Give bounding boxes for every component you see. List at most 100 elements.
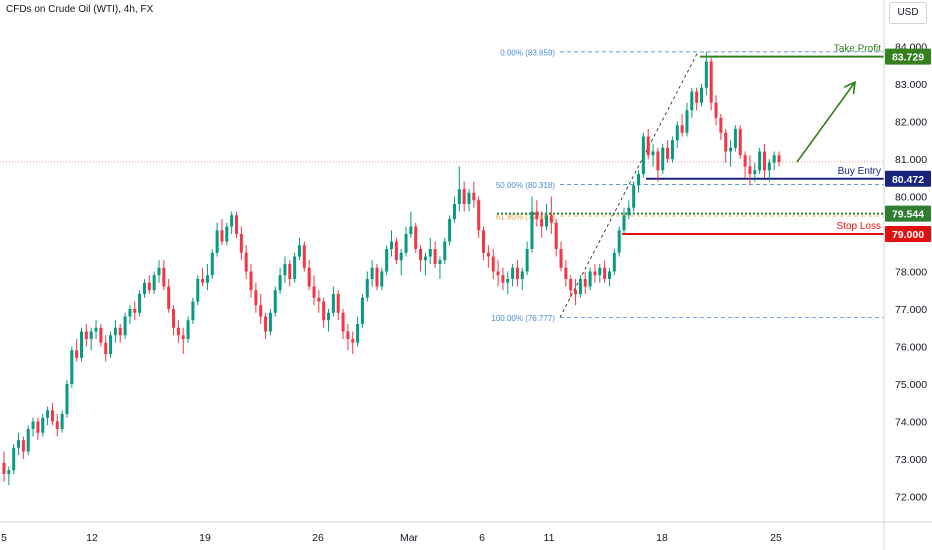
candle-body	[617, 230, 621, 253]
candle-body	[414, 226, 418, 249]
candle	[666, 140, 670, 163]
take_profit-price-tag[interactable]: 83.729	[885, 48, 931, 65]
candle-body	[588, 271, 592, 287]
candle	[607, 267, 611, 287]
candle	[632, 181, 636, 212]
candle	[748, 155, 752, 186]
candle	[138, 290, 142, 317]
candle	[414, 222, 418, 253]
candle	[118, 324, 122, 343]
buy_entry-price-tag[interactable]: 80.472	[885, 170, 931, 187]
candle-body	[302, 245, 306, 268]
candle-body	[389, 241, 394, 249]
candle-body	[520, 271, 524, 279]
candle	[128, 305, 132, 324]
candle-body	[370, 267, 374, 279]
candle-body	[670, 140, 674, 159]
candle-body	[249, 271, 253, 291]
candle	[50, 402, 54, 426]
candle-body	[225, 226, 229, 242]
candle	[254, 282, 258, 313]
candle-body	[2, 462, 6, 474]
fibonacci-retracement[interactable]: 0.00% (83.859) 50.00% (80.318) 61.80% (79.…	[491, 48, 884, 323]
price-tick-label: 72.000	[895, 492, 927, 504]
candle-body	[331, 294, 335, 313]
candle	[385, 245, 389, 276]
candle-body	[496, 271, 500, 276]
chart-title: CFDs on Crude Oil (WTI), 4h, FX	[6, 4, 154, 15]
candle-body	[220, 230, 224, 242]
candle-body	[336, 294, 340, 313]
time-axis[interactable]: 5 12 19 26 Mar 6 11 18 25	[0, 521, 932, 544]
candle-body	[147, 282, 151, 291]
candle-body	[162, 267, 166, 287]
stop_loss-level[interactable]: Stop Loss	[622, 221, 884, 235]
candle	[622, 207, 626, 234]
currency-selector[interactable]: USD	[889, 2, 927, 24]
candle-body	[699, 87, 704, 103]
candle	[520, 267, 524, 291]
candle	[544, 204, 549, 231]
candle-body	[297, 245, 301, 257]
candle	[157, 260, 161, 283]
fib_618-price-tag[interactable]: 79.544	[885, 205, 931, 222]
candle-body	[41, 417, 45, 433]
candle	[457, 166, 461, 212]
candle-body	[157, 267, 161, 276]
candle-body	[21, 440, 25, 452]
time-tick-label: 19	[199, 532, 211, 544]
candle	[360, 294, 364, 328]
candle-body	[12, 447, 16, 471]
candle-body	[210, 252, 214, 276]
candle	[506, 271, 510, 294]
candle	[142, 279, 146, 298]
candle	[70, 346, 74, 388]
fib-level-label: 61.80% (79.481)	[496, 212, 555, 221]
candle-body	[457, 189, 461, 204]
candle	[554, 219, 558, 257]
buy_entry-level[interactable]: Buy Entry	[646, 166, 884, 180]
candle-body	[428, 249, 432, 257]
candle-body	[288, 264, 292, 279]
candle-body	[738, 129, 742, 156]
candle-body	[172, 309, 176, 328]
candle-body	[365, 279, 369, 298]
candle-body	[680, 125, 684, 133]
candle	[578, 275, 582, 298]
candle-body	[593, 271, 597, 276]
candle-body	[646, 136, 650, 156]
price-axis[interactable]: 84.00083.00082.00081.00080.00079.00078.0…	[883, 0, 931, 550]
time-tick-label: 25	[770, 532, 782, 544]
time-tick-label: 11	[544, 532, 555, 544]
candle-body	[234, 215, 239, 234]
candle	[603, 260, 607, 283]
candle	[317, 290, 321, 313]
candle-body	[559, 249, 563, 268]
candle-body	[622, 215, 626, 231]
candle	[443, 237, 447, 264]
candle-body	[259, 305, 263, 317]
time-tick-label: 6	[479, 532, 485, 544]
candle	[327, 309, 331, 332]
candle	[438, 256, 442, 279]
candle-body	[748, 166, 752, 174]
time-tick-label: 18	[656, 532, 668, 544]
candle-body	[467, 192, 471, 204]
candle-body	[356, 324, 360, 343]
candle-body	[394, 241, 398, 261]
candle-body	[438, 260, 442, 264]
chart-annotations[interactable]	[796, 80, 856, 163]
take_profit-level[interactable]: Take Profit	[700, 44, 884, 58]
candle	[641, 132, 645, 178]
candle	[612, 249, 616, 276]
stop_loss-price-tag[interactable]: 79.000	[885, 226, 931, 242]
candle	[709, 57, 713, 111]
trade-levels[interactable]: Take Profit Buy Entry Stop Loss	[497, 44, 884, 235]
candle-body	[283, 264, 287, 276]
candle-body	[322, 301, 326, 321]
candle	[230, 211, 234, 234]
candle-body	[99, 327, 103, 343]
price-tag-value: 79.544	[892, 209, 924, 221]
